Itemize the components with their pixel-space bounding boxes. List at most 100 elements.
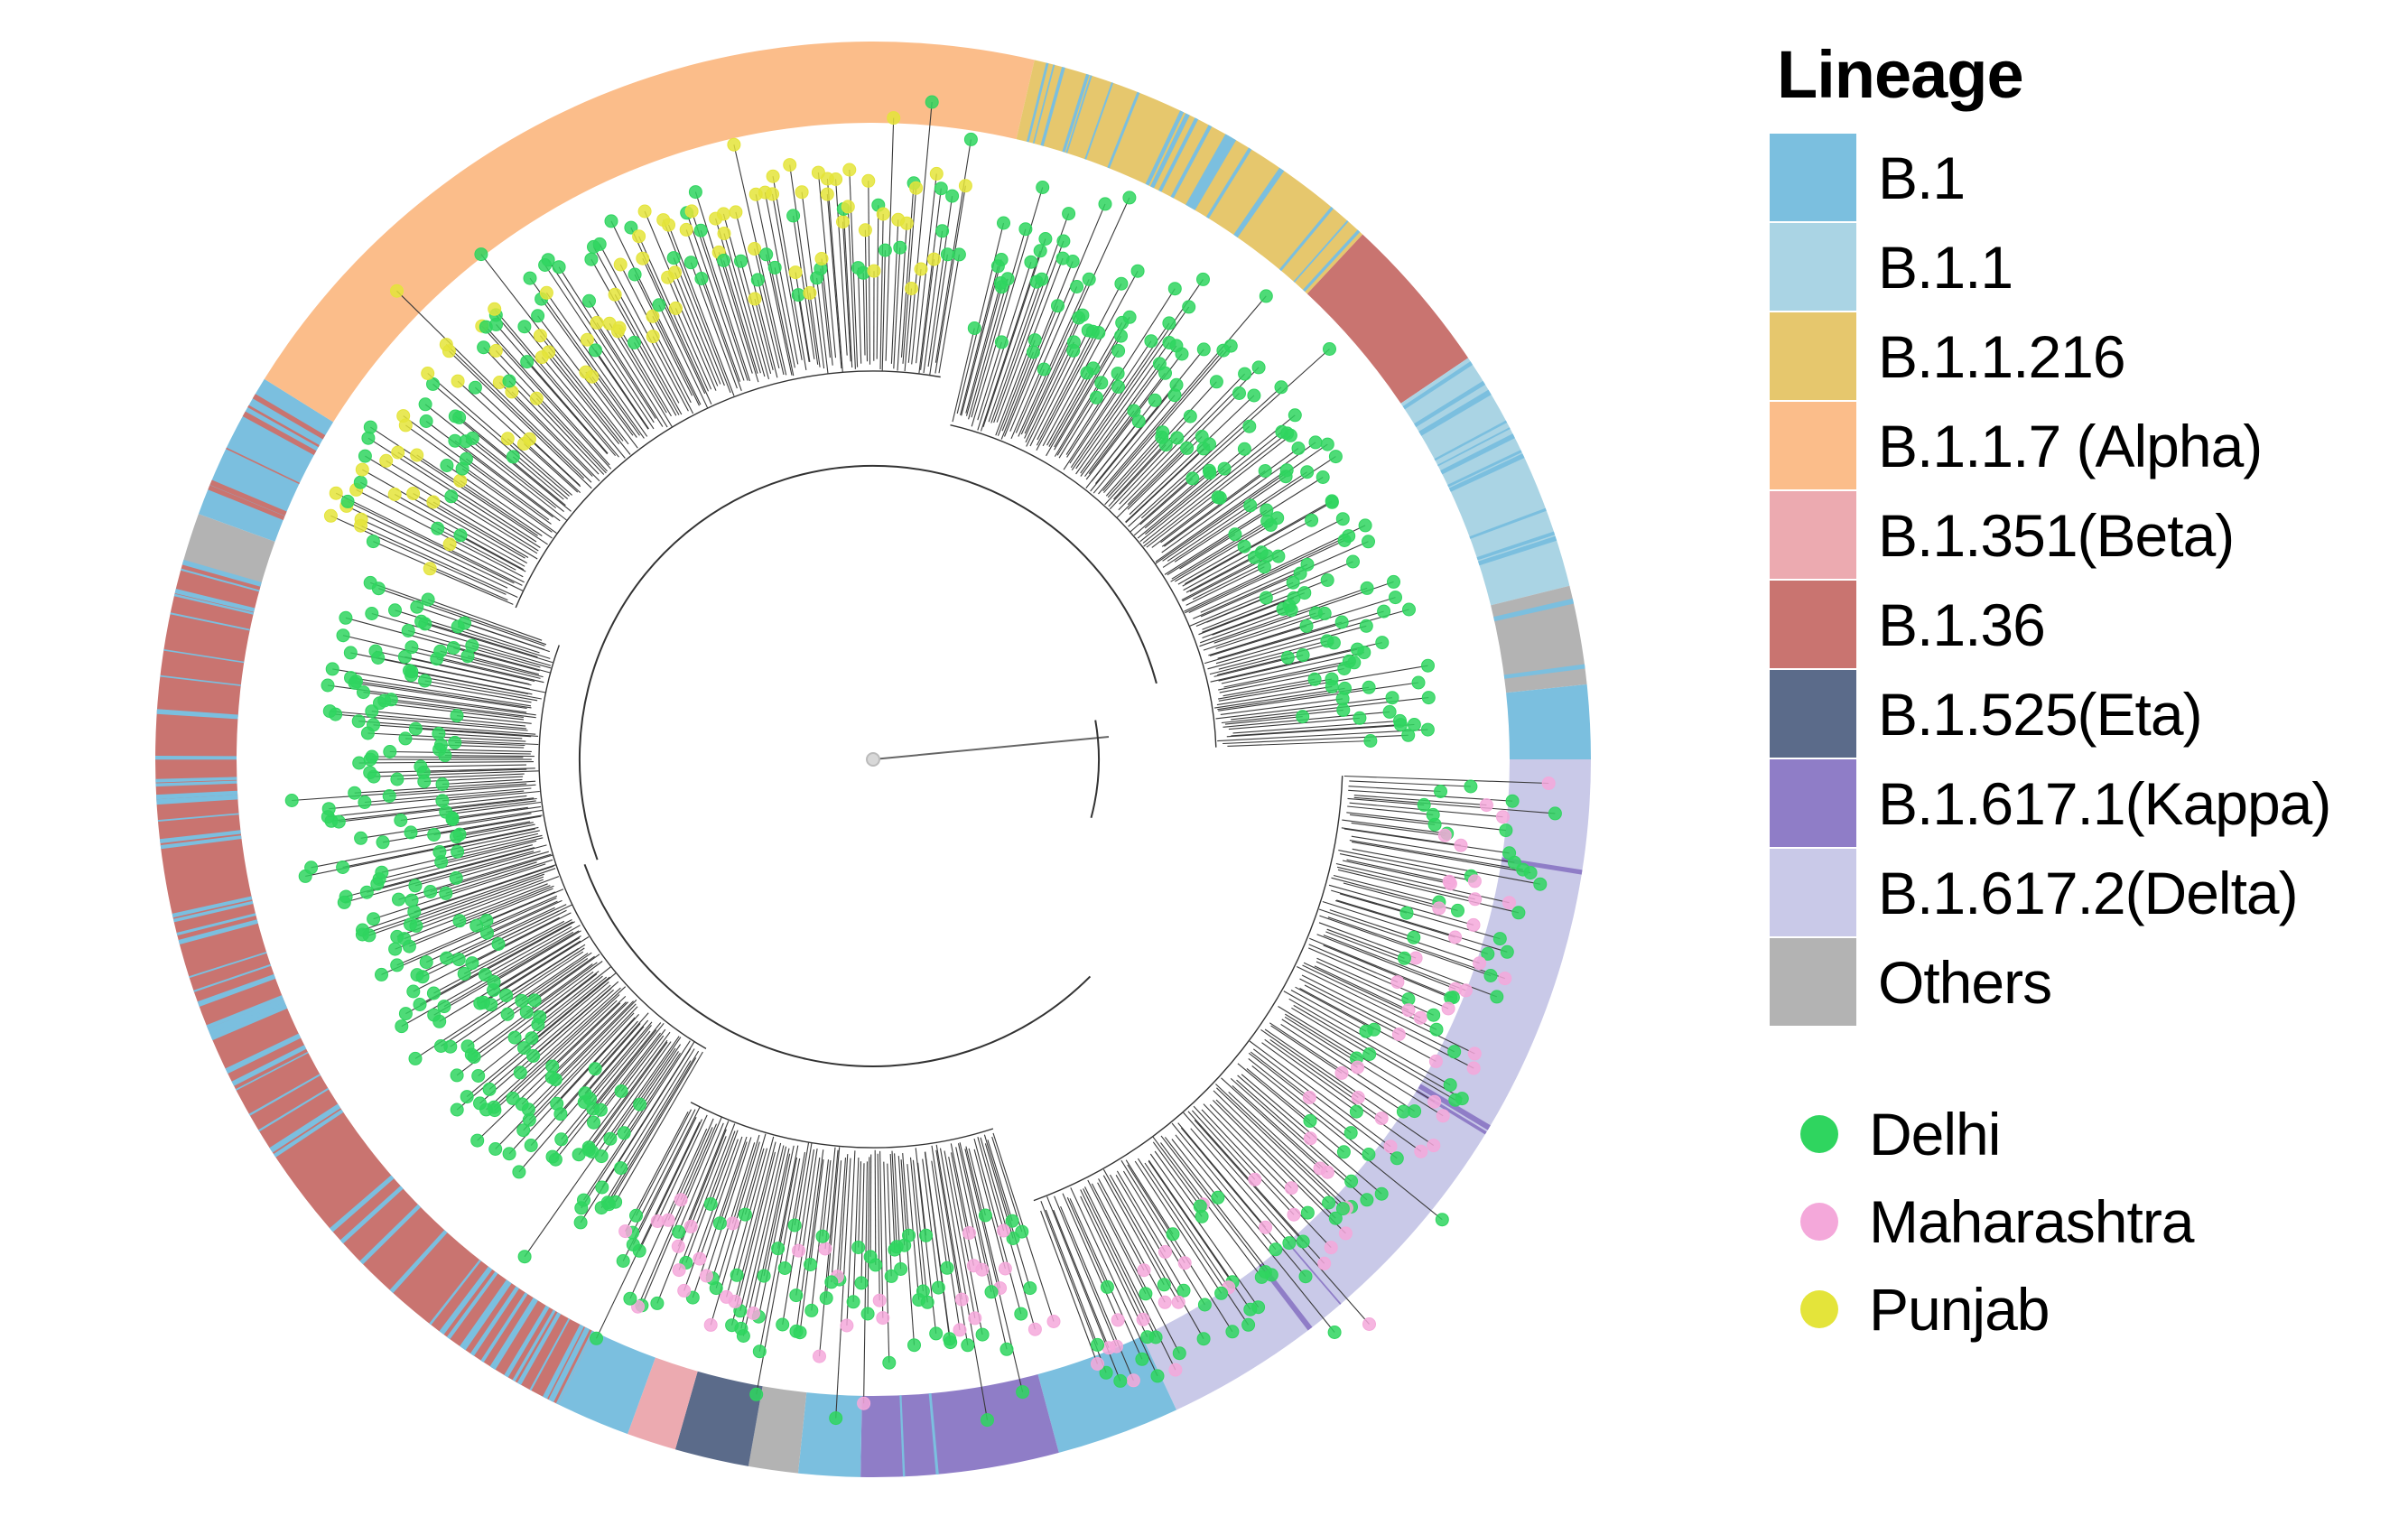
ring-stripe — [208, 998, 285, 1034]
tip-branch — [362, 868, 556, 935]
tip-point — [925, 95, 939, 109]
tip-point — [997, 1223, 1011, 1238]
tip-branch — [1080, 363, 1160, 474]
tip-branch — [595, 349, 649, 430]
tip-branch — [335, 713, 528, 731]
tip-branch — [977, 1137, 1005, 1232]
tip-branch — [1347, 805, 1434, 815]
tip-branch — [552, 996, 627, 1067]
tip-point — [419, 414, 433, 428]
tip-point — [1389, 591, 1402, 605]
tip-point — [929, 166, 944, 181]
tip-branch — [1281, 1019, 1358, 1068]
tip-branch — [554, 1000, 634, 1080]
tip-point — [344, 671, 358, 685]
tip-point — [1337, 534, 1352, 547]
tip-branch — [887, 1163, 892, 1277]
tip-point — [1296, 1234, 1310, 1249]
tip-branch — [1036, 332, 1100, 451]
ring-stripe — [1145, 110, 1185, 186]
ring-stripe — [193, 963, 272, 992]
tip-branch — [1346, 859, 1450, 882]
tip-branch — [1343, 828, 1510, 854]
tip-branch — [917, 1162, 927, 1236]
tip-branch — [396, 876, 560, 937]
tip-point — [929, 1326, 944, 1341]
tip-branch — [1301, 974, 1455, 1053]
tip-branch — [615, 1051, 703, 1203]
tip-point — [1213, 490, 1227, 505]
ring-stripe — [225, 1033, 302, 1074]
tip-point — [1259, 1220, 1273, 1234]
tip-branch — [335, 492, 523, 586]
tip-point — [408, 879, 423, 893]
tip-branch — [1251, 1065, 1443, 1221]
tip-point — [792, 1243, 805, 1258]
legend: Lineage B.1 B.1.1 B.1.1.216 B.1.1.7 (Alp… — [1770, 36, 2384, 1353]
ring-segment — [155, 561, 594, 1405]
tip-point — [426, 377, 440, 391]
tip-branch — [495, 350, 608, 472]
tip-point — [1327, 1326, 1342, 1339]
lineage-legend-item: B.1.525(Eta) — [1770, 669, 2384, 758]
lineage-swatch — [1770, 938, 1856, 1026]
tip-branch — [403, 415, 552, 525]
tip-point — [435, 777, 450, 791]
tip-branch — [1290, 990, 1367, 1032]
tip-point — [683, 1219, 698, 1233]
tip-point — [1197, 1298, 1212, 1312]
tip-branch — [445, 344, 585, 479]
tip-point — [1157, 1278, 1171, 1292]
tip-point — [465, 956, 479, 971]
tip-point — [418, 397, 432, 412]
tip-point — [1232, 386, 1246, 400]
tip-point — [613, 257, 628, 272]
tip-branch — [1343, 882, 1439, 909]
tip-branch — [826, 178, 843, 373]
ring-stripe — [1447, 450, 1522, 488]
tip-branch — [1110, 1174, 1204, 1339]
tip-point — [962, 1226, 976, 1240]
tip-branch — [1220, 698, 1343, 715]
tip-branch — [1230, 1077, 1368, 1201]
tip-point — [858, 223, 872, 237]
tip-branch — [1042, 270, 1139, 447]
tip-point — [878, 243, 892, 257]
ring-segment — [1506, 684, 1591, 759]
tip-point — [590, 1331, 603, 1345]
tip-branch — [674, 272, 721, 385]
tip-point — [1139, 1287, 1153, 1301]
tip-branch — [548, 351, 631, 455]
tip-point — [1325, 495, 1339, 509]
tip-point — [608, 287, 622, 302]
tip-point — [1286, 575, 1300, 590]
ring-stripe — [1434, 420, 1508, 461]
tip-branch — [902, 1153, 910, 1236]
tip-branch — [618, 330, 667, 414]
tip-branch — [744, 1148, 765, 1215]
tip-point — [963, 132, 978, 146]
tip-branch — [373, 541, 508, 601]
tip-point — [336, 628, 350, 643]
tip-branch — [1128, 386, 1282, 527]
tip-branch — [816, 277, 829, 374]
tip-branch — [1218, 682, 1419, 712]
tip-point — [1338, 1226, 1353, 1241]
ring-stripe — [181, 559, 262, 587]
tip-point — [477, 340, 491, 355]
tip-point — [1492, 932, 1507, 946]
tip-branch — [1177, 545, 1245, 585]
tip-branch — [493, 930, 581, 982]
ring-stripe — [1476, 531, 1556, 561]
tip-point — [783, 158, 797, 172]
tip-branch — [541, 357, 626, 459]
tip-branch — [782, 1142, 813, 1326]
tip-point — [952, 247, 966, 262]
tip-branch — [1087, 1179, 1147, 1295]
tip-point — [674, 1193, 688, 1207]
tip-branch — [442, 778, 523, 786]
tip-branch — [678, 1122, 724, 1233]
tip-branch — [1213, 1100, 1346, 1234]
tip-branch — [1091, 421, 1139, 482]
tip-branch — [900, 1159, 916, 1345]
